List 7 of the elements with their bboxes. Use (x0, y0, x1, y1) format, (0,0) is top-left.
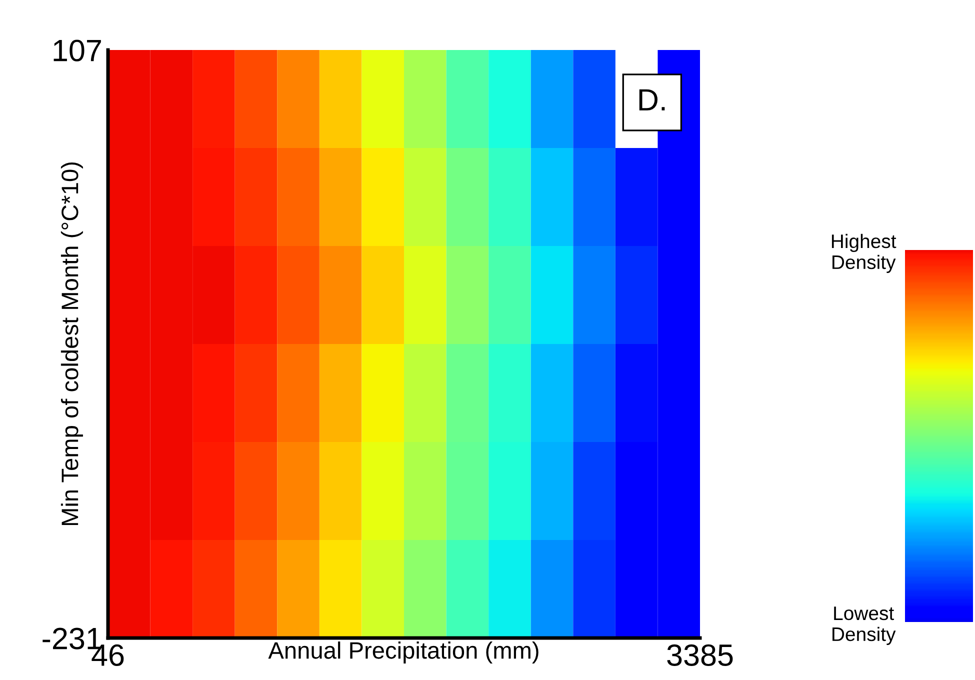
color-bar-label: Highest Density (832, 234, 896, 273)
x-tick-label: 3385 (667, 644, 733, 666)
x-axis-title: Annual Precipitation (mm) (268, 641, 538, 664)
color-bar-label: Lowest Density (832, 606, 896, 645)
y-tick-label: 107 (54, 40, 101, 62)
annotation: D. (639, 89, 665, 110)
y-axis-title: Min Temp of coldest Month (°C*10) (60, 162, 83, 526)
